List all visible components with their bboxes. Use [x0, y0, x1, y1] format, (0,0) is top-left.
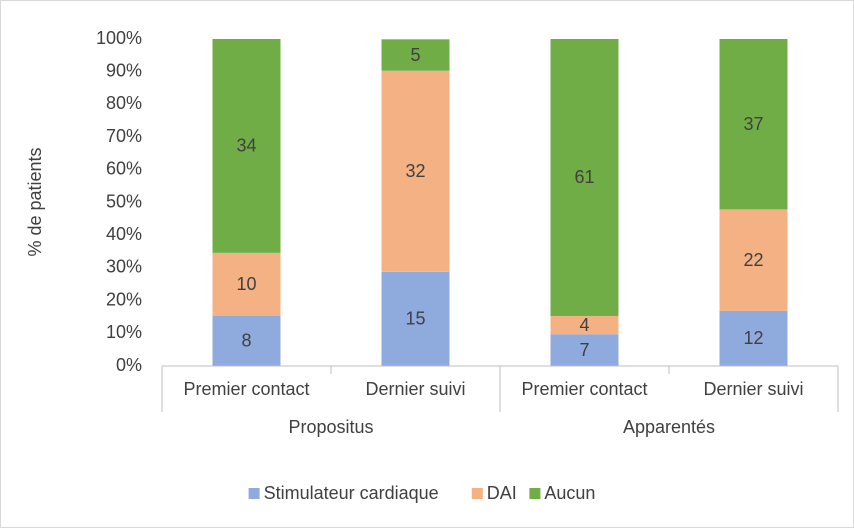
data-label: 5	[410, 45, 420, 65]
legend-swatch	[471, 488, 483, 499]
legend-label: DAI	[487, 483, 517, 503]
y-tick-label: 40%	[106, 224, 142, 244]
y-tick-label: 20%	[106, 289, 142, 309]
bar-segment	[212, 315, 281, 366]
y-tick-label: 90%	[106, 60, 142, 80]
bar-segment	[550, 39, 619, 316]
legend-label: Aucun	[544, 483, 595, 503]
data-label: 4	[579, 315, 589, 335]
bar-segment	[381, 271, 450, 366]
bar-segment	[381, 70, 450, 272]
y-tick-label: 0%	[116, 355, 142, 375]
bar-segment	[719, 209, 788, 311]
bar-segment	[719, 39, 788, 210]
data-label: 34	[236, 136, 256, 156]
bar-segment	[550, 315, 619, 335]
data-label: 61	[574, 167, 594, 187]
y-tick-label: 80%	[106, 93, 142, 113]
data-label: 32	[405, 161, 425, 181]
legend-swatch	[248, 488, 260, 499]
bar-segment	[381, 39, 450, 71]
legend-swatch	[529, 488, 541, 499]
group-label: Propositus	[288, 417, 373, 437]
y-tick-label: 50%	[106, 191, 142, 211]
y-tick-label: 30%	[106, 257, 142, 277]
x-tick-label: Dernier suivi	[365, 379, 465, 399]
y-tick-label: 70%	[106, 126, 142, 146]
bar-segment	[550, 334, 619, 366]
x-tick-label: Premier contact	[183, 379, 309, 399]
legend-label: Stimulateur cardiaque	[264, 483, 439, 503]
data-label: 15	[405, 309, 425, 329]
data-label: 7	[579, 340, 589, 360]
y-axis-title: % de patients	[25, 147, 45, 256]
data-label: 8	[241, 331, 251, 351]
y-tick-label: 60%	[106, 159, 142, 179]
bar-segment	[212, 252, 281, 316]
group-label: Apparentés	[623, 417, 715, 437]
x-tick-label: Premier contact	[521, 379, 647, 399]
data-label: 37	[743, 114, 763, 134]
data-label: 10	[236, 274, 256, 294]
data-label: 12	[743, 328, 763, 348]
bar-segment	[719, 310, 788, 366]
data-label: 22	[743, 250, 763, 270]
y-tick-label: 10%	[106, 322, 142, 342]
y-tick-label: 100%	[96, 28, 142, 48]
x-tick-label: Dernier suivi	[703, 379, 803, 399]
bar-segment	[212, 39, 281, 253]
